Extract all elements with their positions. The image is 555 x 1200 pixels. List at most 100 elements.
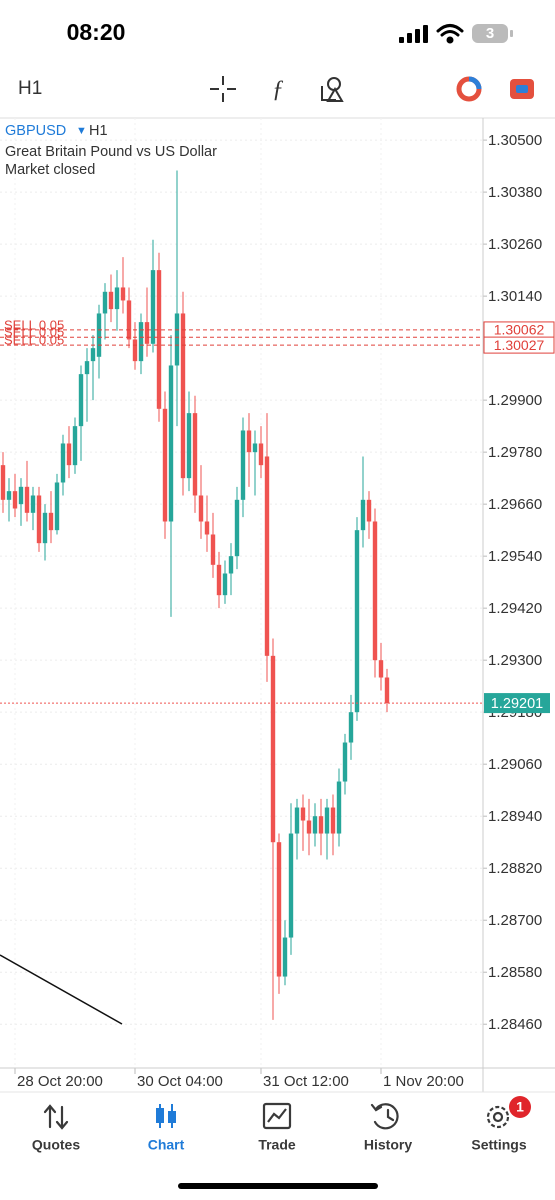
candle-body — [306, 820, 312, 834]
chart-subtitle: Great Britain Pound vs US Dollar — [5, 144, 217, 160]
tab-label[interactable]: Quotes — [32, 1137, 80, 1153]
tab-label[interactable]: History — [364, 1137, 412, 1153]
candle-body — [156, 270, 162, 409]
wifi-icon — [436, 24, 464, 44]
candle-body — [288, 833, 294, 938]
y-tick-label: 1.29300 — [488, 652, 542, 669]
candle-body — [312, 816, 318, 834]
y-tick-label: 1.29060 — [488, 756, 542, 773]
candle-body — [24, 486, 30, 513]
y-tick-label: 1.30500 — [488, 132, 542, 149]
candle-body — [186, 413, 192, 479]
candle-body — [120, 287, 126, 301]
objects-button[interactable] — [321, 77, 344, 102]
candle-body — [246, 430, 252, 453]
candle-body — [258, 443, 264, 466]
trade-tab[interactable] — [262, 1102, 292, 1130]
candle-body — [234, 499, 240, 557]
signal-icon — [399, 25, 428, 43]
symbol-dropdown[interactable]: ▼ — [76, 125, 87, 137]
candle-body — [66, 443, 72, 466]
indicators-button[interactable]: ƒ — [272, 77, 284, 103]
candle-body — [126, 300, 132, 340]
candle-body — [384, 677, 390, 704]
candle-body — [192, 413, 198, 496]
y-tick-label: 1.29420 — [488, 600, 542, 617]
candle-body — [36, 495, 42, 544]
market-status: Market closed — [5, 162, 95, 178]
y-tick-label: 1.28700 — [488, 912, 542, 929]
candle-body — [48, 512, 54, 531]
candle-body — [42, 512, 48, 544]
candle-body — [276, 842, 282, 977]
candle-body — [150, 270, 156, 344]
tab-label[interactable]: Settings — [471, 1137, 526, 1153]
order-label: SELL 0.05 — [4, 317, 64, 332]
candle-body — [318, 816, 324, 834]
settings-tab[interactable] — [486, 1105, 510, 1129]
tab-label[interactable]: Trade — [258, 1137, 296, 1153]
order-price-label: 1.30062 — [494, 322, 545, 338]
settings-badge — [509, 1096, 531, 1118]
order-label: SELL 0.05 — [4, 333, 64, 348]
candle-body — [144, 322, 150, 344]
clock: 08:20 — [67, 19, 126, 45]
battery — [472, 24, 508, 43]
candle-body — [228, 556, 234, 574]
candle-body — [54, 482, 60, 531]
candle-body — [336, 781, 342, 834]
current-price-label: 1.29201 — [491, 696, 543, 712]
candle-body — [348, 712, 354, 743]
order-price-label: 1.30027 — [494, 337, 545, 353]
candle-body — [366, 499, 372, 522]
tab-label[interactable]: Chart — [148, 1137, 185, 1153]
candle-body — [204, 521, 210, 535]
candle-body — [372, 521, 378, 661]
candle-body — [378, 660, 384, 678]
trade-button[interactable] — [510, 79, 534, 99]
symbol[interactable]: GBPUSD — [5, 123, 66, 139]
battery-level: 3 — [486, 25, 494, 42]
plot-area: 1.30500 1.30380 1.30260 1.30140 1.29900 1.297… — [0, 118, 542, 1090]
chart-tab[interactable] — [156, 1104, 176, 1128]
candle-body — [162, 408, 168, 522]
candle-body — [360, 499, 366, 531]
candle-body — [252, 443, 258, 453]
battery-cap — [510, 30, 513, 37]
history-tab[interactable] — [370, 1103, 399, 1130]
candle-body — [6, 491, 12, 500]
candle-body — [12, 491, 18, 509]
candle-body — [264, 456, 270, 656]
crosshair-button[interactable] — [210, 76, 236, 102]
y-tick-label: 1.30380 — [488, 184, 542, 201]
chart-timeframe: H1 — [89, 123, 108, 139]
candle-body — [330, 807, 336, 834]
y-tick-label: 1.28460 — [488, 1016, 542, 1033]
account-button[interactable] — [456, 76, 482, 102]
candle-body — [18, 486, 24, 505]
candle-body — [324, 807, 330, 834]
y-tick-label: 1.29660 — [488, 496, 542, 513]
candle-body — [294, 807, 300, 834]
candle-body — [72, 426, 78, 466]
candle-body — [30, 495, 36, 513]
candle-body — [282, 937, 288, 977]
order-label: SELL 0.05 — [4, 325, 64, 340]
trend-line-drawing — [0, 954, 123, 1025]
candle-body — [168, 365, 174, 522]
y-tick-label: 1.29540 — [488, 548, 542, 565]
x-tick-label: 28 Oct 20:00 — [17, 1073, 103, 1090]
x-tick-label: 31 Oct 12:00 — [263, 1073, 349, 1090]
candle-body — [174, 313, 180, 366]
candle-body — [90, 348, 96, 362]
quotes-tab[interactable] — [43, 1104, 69, 1130]
timeframe-button[interactable]: H1 — [18, 78, 42, 99]
candle-body — [114, 287, 120, 310]
candle-body — [96, 313, 102, 357]
candle-body — [132, 339, 138, 362]
candle-body — [198, 495, 204, 522]
candle-body — [240, 430, 246, 500]
candle-body — [180, 313, 186, 479]
